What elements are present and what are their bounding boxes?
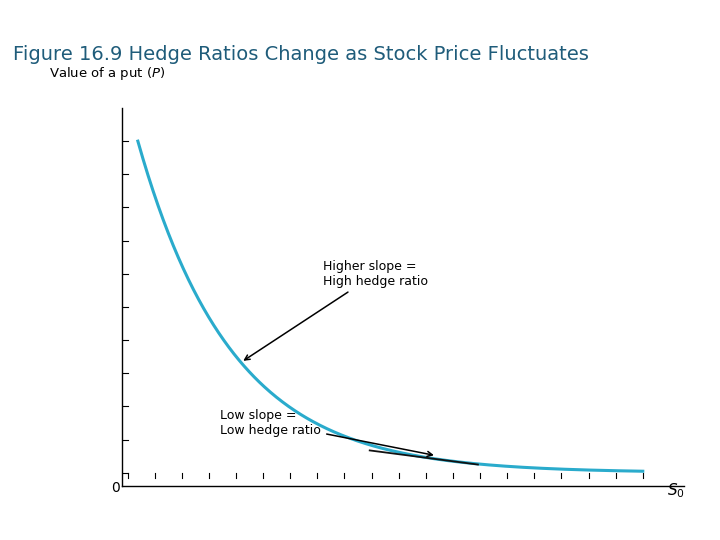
Text: Low slope =
Low hedge ratio: Low slope = Low hedge ratio bbox=[220, 409, 432, 456]
Text: $S_0$: $S_0$ bbox=[667, 481, 685, 500]
Text: 29: 29 bbox=[683, 518, 702, 532]
Text: Value of a put ($\it{P}$): Value of a put ($\it{P}$) bbox=[50, 65, 166, 82]
Text: Figure 16.9 Hedge Ratios Change as Stock Price Fluctuates: Figure 16.9 Hedge Ratios Change as Stock… bbox=[13, 45, 589, 64]
Text: Higher slope =
High hedge ratio: Higher slope = High hedge ratio bbox=[245, 260, 428, 360]
Text: Copyright © 2017  McGraw-Hill Education. All rights reserved. No reproduction or: Copyright © 2017 McGraw-Hill Education. … bbox=[11, 522, 565, 529]
Text: 0: 0 bbox=[111, 481, 120, 495]
